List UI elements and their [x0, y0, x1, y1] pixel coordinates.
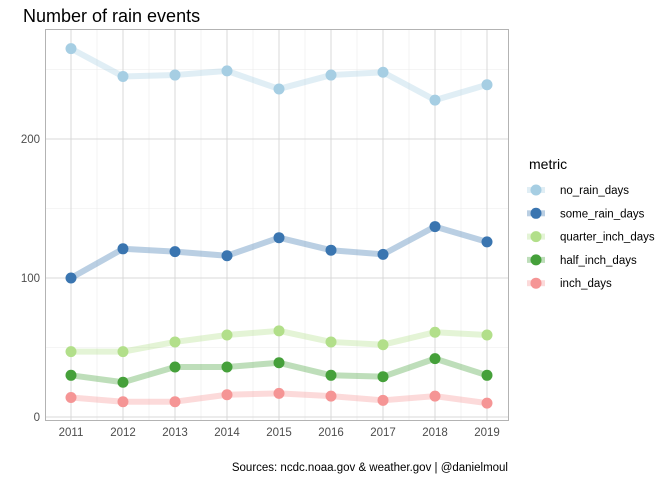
data-point-inch_days	[273, 387, 285, 399]
chart-caption: Sources: ncdc.noaa.gov & weather.gov | @…	[232, 462, 508, 474]
data-point-half_inch_days	[221, 361, 233, 373]
legend-point-swatch	[530, 254, 542, 266]
data-point-inch_days	[65, 392, 77, 404]
legend-item-no_rain_days: no_rain_days	[527, 184, 629, 197]
data-point-half_inch_days	[169, 361, 181, 373]
legend-point-swatch	[530, 207, 542, 219]
data-point-some_rain_days	[65, 272, 77, 284]
legend-title: metric	[529, 156, 567, 172]
data-point-no_rain_days	[221, 65, 233, 77]
x-tick-label: 2011	[59, 427, 84, 439]
data-point-inch_days	[481, 397, 493, 409]
legend-point-swatch	[530, 277, 542, 289]
data-point-quarter_inch_days	[429, 326, 441, 338]
x-tick-label: 2017	[370, 427, 396, 439]
legend-item-some_rain_days: some_rain_days	[527, 207, 645, 220]
data-point-quarter_inch_days	[377, 339, 389, 351]
data-point-quarter_inch_days	[117, 346, 129, 358]
data-point-some_rain_days	[481, 236, 493, 248]
legend: no_rain_days some_rain_days quarter_inch_d…	[527, 184, 655, 290]
data-point-inch_days	[117, 396, 129, 408]
plot-panel	[45, 29, 509, 421]
data-point-half_inch_days	[481, 369, 493, 381]
data-point-inch_days	[325, 390, 337, 402]
data-point-some_rain_days	[429, 221, 441, 233]
x-tick-label: 2013	[162, 427, 188, 439]
data-point-half_inch_days	[273, 357, 285, 369]
data-point-quarter_inch_days	[325, 336, 337, 348]
data-point-half_inch_days	[325, 369, 337, 381]
data-point-some_rain_days	[325, 244, 337, 256]
y-tick-label: 100	[21, 273, 40, 285]
data-point-inch_days	[169, 396, 181, 408]
data-point-some_rain_days	[169, 246, 181, 258]
data-point-half_inch_days	[117, 376, 129, 388]
x-tick-label: 2019	[474, 427, 500, 439]
data-point-quarter_inch_days	[169, 336, 181, 348]
data-point-quarter_inch_days	[481, 329, 493, 341]
legend-point-swatch	[530, 184, 542, 196]
data-point-inch_days	[221, 389, 233, 401]
x-tick-label: 2015	[266, 427, 292, 439]
data-point-half_inch_days	[429, 353, 441, 365]
legend-item-inch_days: inch_days	[527, 277, 612, 290]
data-point-no_rain_days	[481, 79, 493, 91]
legend-label: no_rain_days	[560, 185, 629, 197]
chart-title: Number of rain events	[23, 6, 200, 26]
x-tick-label: 2018	[422, 427, 448, 439]
data-point-some_rain_days	[117, 243, 129, 255]
data-point-no_rain_days	[117, 70, 129, 82]
data-point-quarter_inch_days	[65, 346, 77, 358]
data-point-inch_days	[377, 394, 389, 406]
data-point-no_rain_days	[169, 69, 181, 81]
data-point-no_rain_days	[273, 83, 285, 95]
data-point-inch_days	[429, 390, 441, 402]
data-point-no_rain_days	[377, 66, 389, 78]
legend-point-swatch	[530, 231, 542, 243]
legend-item-half_inch_days: half_inch_days	[527, 254, 637, 267]
legend-label: half_inch_days	[560, 255, 637, 267]
legend-label: inch_days	[560, 278, 612, 290]
series-points	[65, 43, 493, 409]
data-point-half_inch_days	[377, 371, 389, 383]
data-point-quarter_inch_days	[273, 325, 285, 337]
y-tick-label: 0	[34, 412, 40, 424]
data-point-half_inch_days	[65, 369, 77, 381]
data-point-no_rain_days	[429, 94, 441, 106]
data-point-some_rain_days	[377, 248, 389, 260]
data-point-some_rain_days	[273, 232, 285, 244]
axis-labels: 0 100 200 2011 2012 2013 2014 2015 2016 2017 2018 2…	[21, 134, 500, 439]
x-tick-label: 2016	[318, 427, 344, 439]
data-point-quarter_inch_days	[221, 329, 233, 341]
x-tick-label: 2012	[110, 427, 136, 439]
data-point-no_rain_days	[65, 43, 77, 55]
legend-item-quarter_inch_days: quarter_inch_days	[527, 231, 655, 244]
data-point-no_rain_days	[325, 69, 337, 81]
data-point-some_rain_days	[221, 250, 233, 262]
legend-label: quarter_inch_days	[560, 232, 655, 244]
y-tick-label: 200	[21, 134, 40, 146]
x-tick-label: 2014	[214, 427, 240, 439]
legend-label: some_rain_days	[560, 208, 645, 220]
